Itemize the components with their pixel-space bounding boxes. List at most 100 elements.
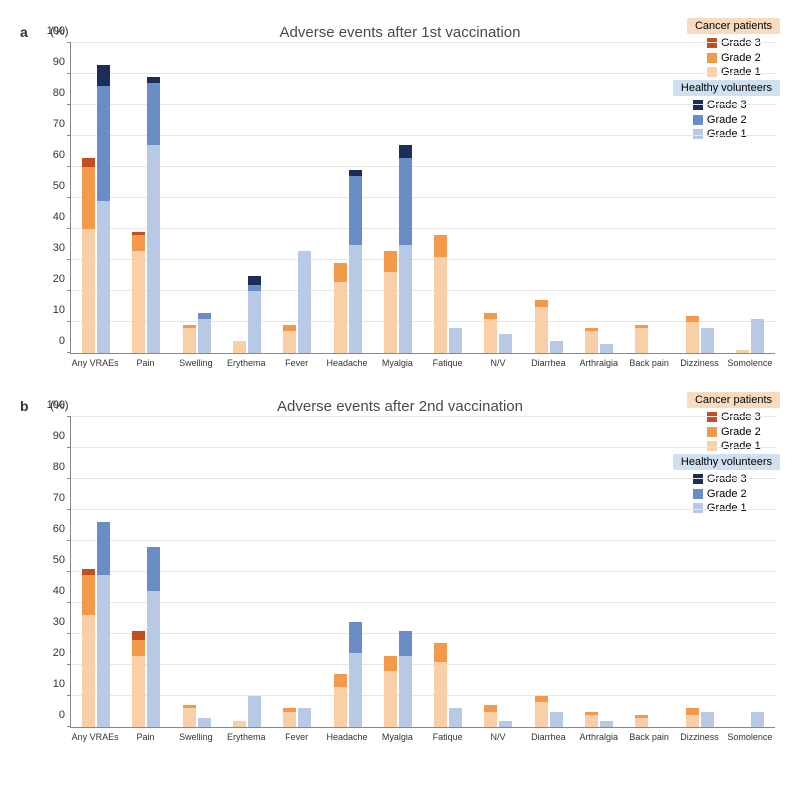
bar-segment — [334, 674, 347, 686]
bar-segment — [97, 65, 110, 87]
bar-segment — [198, 319, 211, 353]
bar-segment — [97, 575, 110, 727]
healthy-bar — [449, 708, 462, 727]
category-group — [524, 696, 574, 727]
bar-segment — [701, 712, 714, 728]
bar-segment — [82, 615, 95, 727]
healthy-bar — [701, 712, 714, 728]
x-category-label: Back pain — [624, 354, 674, 368]
cancer-bar — [585, 712, 598, 727]
x-category-label: Erythema — [221, 728, 271, 742]
bar-segment — [635, 328, 648, 353]
healthy-bar — [550, 341, 563, 353]
bar-segment — [399, 656, 412, 727]
panel-label: b — [20, 398, 29, 414]
healthy-bar — [248, 276, 261, 353]
y-tick-label: 70 — [53, 492, 71, 504]
bar-segment — [248, 291, 261, 353]
category-group — [121, 77, 171, 353]
healthy-bar — [449, 328, 462, 353]
cancer-bar — [132, 232, 145, 353]
chart-title: Adverse events after 2nd vaccination — [20, 398, 780, 415]
bar-segment — [82, 167, 95, 229]
cancer-bar — [283, 325, 296, 353]
bar-segment — [399, 158, 412, 245]
bar-segment — [349, 653, 362, 727]
bar-segment — [147, 547, 160, 590]
x-category-label: Somolence — [725, 728, 775, 742]
bar-segment — [434, 235, 447, 257]
x-category-label: Fatique — [423, 728, 473, 742]
bar-segment — [600, 721, 613, 727]
bar-segment — [298, 251, 311, 353]
x-category-label: Back pain — [624, 728, 674, 742]
y-tick-label: 40 — [53, 585, 71, 597]
cancer-bar — [384, 656, 397, 727]
bar-segment — [550, 341, 563, 353]
bar-segment — [248, 696, 261, 727]
y-tick-label: 80 — [53, 461, 71, 473]
bar-segment — [298, 708, 311, 727]
category-group — [725, 319, 775, 353]
legend-header-cancer: Cancer patients — [687, 18, 780, 34]
bar-segment — [132, 631, 145, 640]
bar-segment — [399, 631, 412, 656]
x-category-label: Any VRAEs — [70, 354, 120, 368]
bar-segment — [384, 251, 397, 273]
y-tick-label: 80 — [53, 87, 71, 99]
category-group — [71, 65, 121, 353]
cancer-bar — [183, 705, 196, 727]
x-category-label: N/V — [473, 354, 523, 368]
x-category-label: Headache — [322, 354, 372, 368]
bar-segment — [132, 251, 145, 353]
category-group — [272, 708, 322, 727]
healthy-bar — [198, 313, 211, 353]
cancer-bar — [535, 696, 548, 727]
bar-segment — [334, 282, 347, 353]
category-group — [222, 696, 272, 727]
cancer-bar — [736, 350, 749, 353]
healthy-bar — [600, 344, 613, 353]
bar-segment — [484, 319, 497, 353]
x-category-label: Fever — [271, 728, 321, 742]
y-tick-label: 90 — [53, 56, 71, 68]
bar-segment — [535, 307, 548, 354]
x-category-label: Headache — [322, 728, 372, 742]
x-category-label: Arthralgia — [574, 728, 624, 742]
category-group — [373, 145, 423, 353]
healthy-bar — [248, 696, 261, 727]
healthy-bar — [97, 65, 110, 353]
healthy-bar — [399, 631, 412, 727]
category-group — [624, 715, 674, 727]
bar-segment — [147, 591, 160, 727]
category-group — [674, 316, 724, 353]
cancer-bar — [434, 643, 447, 727]
healthy-bar — [600, 721, 613, 727]
bar-segment — [147, 83, 160, 145]
bar-segment — [449, 328, 462, 353]
x-category-label: Fever — [271, 354, 321, 368]
category-group — [473, 313, 523, 353]
y-tick-label: 30 — [53, 242, 71, 254]
bar-segment — [434, 643, 447, 662]
plot-area: 0102030405060708090100 — [70, 417, 775, 728]
cancer-bar — [334, 263, 347, 353]
healthy-bar — [97, 522, 110, 727]
bars-row — [71, 417, 775, 727]
bar-segment — [183, 328, 196, 353]
category-group — [574, 328, 624, 353]
y-tick-label: 60 — [53, 149, 71, 161]
x-axis: Any VRAEsPainSwellingErythemaFeverHeadac… — [70, 728, 775, 742]
x-category-label: Somolence — [725, 354, 775, 368]
category-group — [423, 643, 473, 727]
bar-segment — [585, 715, 598, 727]
bar-segment — [233, 721, 246, 727]
healthy-bar — [298, 251, 311, 353]
bar-segment — [349, 245, 362, 354]
bar-segment — [384, 671, 397, 727]
y-tick-label: 50 — [53, 180, 71, 192]
bar-segment — [686, 322, 699, 353]
x-category-label: Erythema — [221, 354, 271, 368]
healthy-bar — [701, 328, 714, 353]
bar-segment — [751, 712, 764, 728]
